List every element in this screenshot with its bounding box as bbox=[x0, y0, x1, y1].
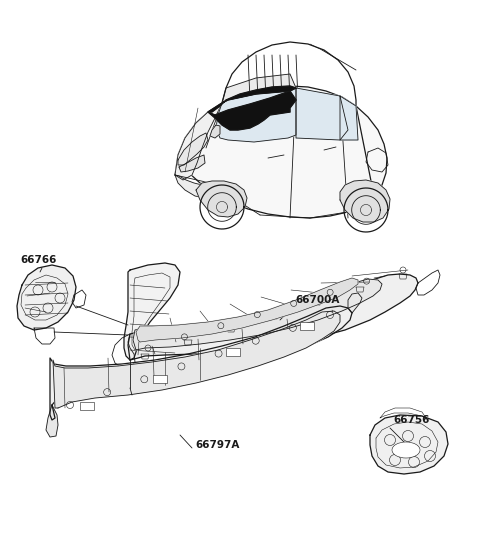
Polygon shape bbox=[216, 88, 296, 142]
Bar bbox=[80, 402, 94, 410]
Polygon shape bbox=[128, 274, 418, 360]
Polygon shape bbox=[136, 278, 358, 342]
Polygon shape bbox=[175, 86, 387, 218]
Polygon shape bbox=[210, 125, 220, 138]
Polygon shape bbox=[208, 91, 296, 130]
Polygon shape bbox=[179, 155, 205, 172]
Polygon shape bbox=[222, 74, 296, 103]
Polygon shape bbox=[17, 265, 76, 330]
Ellipse shape bbox=[392, 442, 420, 458]
Polygon shape bbox=[175, 175, 215, 198]
Polygon shape bbox=[296, 88, 348, 140]
Polygon shape bbox=[46, 405, 58, 437]
Polygon shape bbox=[370, 415, 448, 474]
Polygon shape bbox=[340, 180, 390, 222]
Polygon shape bbox=[340, 96, 358, 140]
Text: 66756: 66756 bbox=[393, 415, 430, 425]
Polygon shape bbox=[348, 293, 362, 313]
Bar bbox=[300, 322, 314, 330]
Bar bbox=[153, 375, 167, 383]
Polygon shape bbox=[124, 263, 180, 360]
Polygon shape bbox=[178, 133, 208, 165]
Text: 66766: 66766 bbox=[20, 255, 56, 265]
Polygon shape bbox=[50, 306, 352, 420]
Polygon shape bbox=[196, 181, 247, 217]
Bar bbox=[226, 348, 240, 356]
Polygon shape bbox=[53, 311, 340, 408]
Text: 66797A: 66797A bbox=[195, 440, 240, 450]
Polygon shape bbox=[133, 279, 382, 350]
Text: 66700A: 66700A bbox=[295, 295, 339, 305]
Polygon shape bbox=[175, 103, 222, 180]
Polygon shape bbox=[208, 86, 296, 112]
